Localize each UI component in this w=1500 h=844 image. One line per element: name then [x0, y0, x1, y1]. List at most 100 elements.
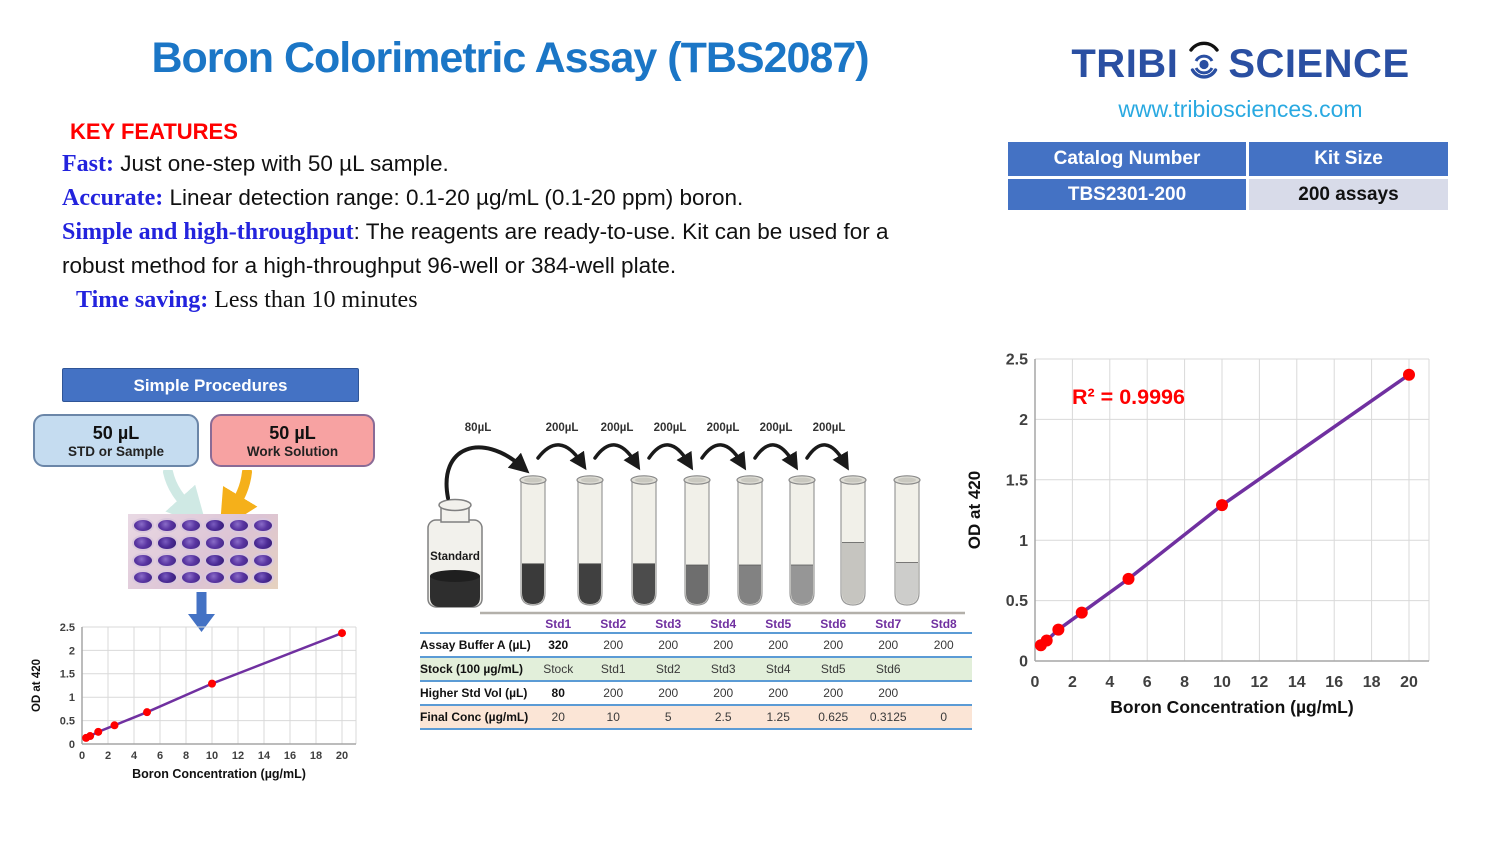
plate-well — [180, 569, 202, 585]
standard-curve-chart-small: 0 2 4 6 8 10 12 14 16 18 20 0 0.5 1 1.5 2 2.5 Boron Conce… — [28, 610, 388, 815]
plate-well — [228, 552, 250, 568]
data-point — [1122, 572, 1135, 585]
dilution-cell: 200 — [603, 638, 624, 652]
key-feature-label: Accurate: — [62, 185, 164, 211]
transfer-volume-label: 80µL — [464, 422, 492, 434]
transfer-volume-label: 200µL — [759, 422, 793, 434]
plate-well — [180, 552, 202, 568]
dilution-row: Higher Std Vol (µL) 80 200 200 200 200 200 200 — [420, 681, 972, 705]
key-features-list: Fast: Just one-step with 50 µL sample. Ac… — [62, 147, 907, 317]
dilution-cell: 200 — [603, 686, 624, 700]
key-features-heading: KEY FEATURES — [70, 119, 238, 144]
dilution-col-header: Std6 — [805, 616, 861, 634]
x-tick-label: 8 — [183, 750, 189, 762]
x-tick-label: 6 — [1143, 674, 1152, 691]
x-tick-label: 12 — [232, 750, 244, 762]
dilution-row: Assay Buffer A (µL) 320 200 200 200 200 200 200… — [420, 633, 972, 657]
dilution-col-header: Std4 — [695, 616, 751, 634]
dilution-row-label: Higher Std Vol (µL) — [420, 686, 528, 700]
dilution-cell: 10 — [606, 710, 620, 724]
x-tick-label: 14 — [258, 750, 271, 762]
dilution-col-header: Std8 — [915, 616, 972, 634]
x-tick-label: 2 — [105, 750, 111, 762]
tube — [683, 475, 711, 606]
key-feature-label: Time saving: — [76, 287, 209, 313]
dilution-col-header: Std2 — [585, 616, 641, 634]
plate-well — [132, 569, 154, 585]
dilution-cell: Std4 — [765, 662, 791, 676]
plate-well — [132, 552, 154, 568]
y-tick-label: 0 — [1019, 654, 1028, 671]
brand-text-left: TRIBI — [1071, 41, 1179, 86]
tube — [736, 475, 764, 606]
x-tick-label: 12 — [1251, 674, 1269, 691]
y-tick-label: 1.5 — [60, 669, 75, 681]
key-feature-item: Simple and high-throughput: The reagents… — [62, 215, 907, 283]
data-point — [110, 721, 119, 730]
tube — [839, 475, 867, 606]
std-sample-box: 50 µL STD or Sample — [33, 414, 199, 467]
dilution-cell: 200 — [768, 686, 789, 700]
dilution-cell: Stock — [543, 662, 574, 676]
data-point — [1216, 499, 1228, 512]
x-tick-label: 10 — [206, 750, 218, 762]
x-tick-label: 14 — [1288, 674, 1306, 691]
dilution-cell: 1.25 — [766, 710, 790, 724]
y-axis-label: OD at 420 — [31, 659, 43, 712]
dilution-cell: 320 — [548, 638, 569, 652]
data-point — [143, 708, 151, 717]
transfer-volume-label: 200µL — [653, 422, 687, 434]
tube — [576, 475, 604, 606]
dilution-cell: Std3 — [710, 662, 736, 676]
plate-well — [252, 552, 274, 568]
standard-curve-chart-large: 0 2 4 6 8 10 12 14 16 18 20 0 0.5 1 1.5 2 2.5 Boron Conce… — [958, 338, 1498, 743]
tube — [893, 475, 921, 606]
plate-well — [132, 518, 154, 534]
x-tick-label: 16 — [1325, 674, 1343, 691]
dilution-col-header: Std1 — [530, 616, 586, 634]
data-point — [94, 727, 103, 736]
brand-logo: TRIBI SCIENCE — [1068, 36, 1413, 92]
website-link[interactable]: www.tribiosciences.com — [1118, 96, 1363, 122]
dilution-cell: 200 — [713, 638, 734, 652]
tube — [519, 475, 547, 606]
x-tick-label: 2 — [1068, 674, 1077, 691]
y-tick-label: 0 — [69, 739, 75, 751]
x-tick-label: 20 — [336, 750, 348, 762]
plate-well — [252, 535, 274, 551]
data-point — [338, 629, 346, 638]
plate-well — [180, 518, 202, 534]
dilution-cell: 20 — [551, 710, 565, 724]
plate-well — [228, 569, 250, 585]
dilution-cell: Std5 — [820, 662, 846, 676]
transfer-arrow — [647, 443, 694, 471]
std-label: STD or Sample — [67, 443, 165, 459]
page-title: Boron Colorimetric Assay (TBS2087) — [151, 34, 869, 82]
catalog-col-header: Catalog Number — [1008, 142, 1246, 176]
plate-well — [156, 518, 178, 534]
transfer-arrow — [444, 445, 530, 500]
key-feature-text: : The reagents are ready-to-use. Kit can… — [62, 219, 889, 278]
down-arrow-icon — [184, 592, 218, 639]
key-feature-label: Simple and high-throughput — [62, 219, 354, 245]
plate-well — [156, 535, 178, 551]
y-tick-label: 1 — [69, 692, 75, 704]
standard-bottle: Standard — [427, 498, 483, 608]
serial-dilution-diagram: Standard 80µL 200µL 200µL 200µL 200µL 200µL 20… — [420, 408, 965, 622]
x-tick-label: 0 — [1031, 674, 1040, 691]
dilution-table: Std1 Std2 Std3 Std4 Std5 Std6 Std7 Std8 Assay Bu… — [420, 616, 972, 730]
transfer-volume-label: 200µL — [706, 422, 740, 434]
dilution-cell: 5 — [664, 710, 672, 724]
dilution-row: Stock (100 µg/mL) Stock Std1 Std2 Std3 Std4 St… — [420, 657, 972, 681]
dilution-corner-cell — [420, 616, 531, 634]
dilution-row-label: Stock (100 µg/mL) — [420, 662, 523, 676]
pour-arrows — [140, 467, 270, 531]
tube — [630, 475, 658, 606]
data-point — [1040, 634, 1053, 647]
dilution-cell: Std6 — [875, 662, 901, 676]
transfer-arrow — [593, 443, 641, 471]
kit-size-cell: 200 assays — [1249, 179, 1448, 210]
dilution-cell: 200 — [713, 686, 734, 700]
transfer-volume-label: 200µL — [545, 422, 579, 434]
x-tick-label: 8 — [1180, 674, 1189, 691]
